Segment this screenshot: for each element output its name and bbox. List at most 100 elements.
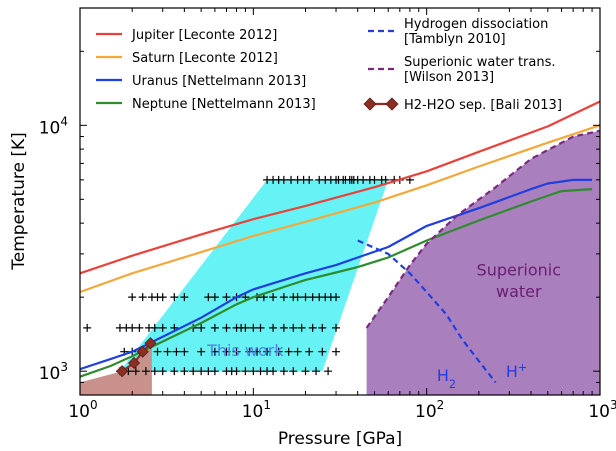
cross-marker bbox=[180, 347, 189, 356]
annotations: This work Superionic water H2 H+ bbox=[206, 260, 561, 390]
cross-marker bbox=[263, 347, 272, 356]
cross-marker bbox=[128, 293, 137, 302]
cross-marker bbox=[312, 367, 321, 376]
cross-marker bbox=[197, 347, 206, 356]
y-axis-label: Temperature [K] bbox=[9, 132, 29, 271]
x-tick-label: 102 bbox=[415, 398, 444, 422]
cross-marker bbox=[210, 293, 219, 302]
legend-h2-h2o-sep-bali-2013-marker bbox=[363, 97, 377, 111]
cross-marker bbox=[370, 175, 379, 184]
cross-marker bbox=[289, 323, 298, 332]
x-axis-label: Pressure [GPa] bbox=[278, 429, 402, 449]
cross-marker bbox=[269, 367, 278, 376]
cross-marker bbox=[241, 323, 250, 332]
cross-marker bbox=[197, 367, 206, 376]
cross-marker bbox=[256, 323, 265, 332]
series-saturn-leconte-2012-line bbox=[80, 124, 600, 294]
y-tick-label: 103 bbox=[39, 360, 68, 384]
cross-marker bbox=[318, 347, 327, 356]
series-jupiter-leconte-2012-line bbox=[80, 100, 600, 275]
cross-marker bbox=[180, 367, 189, 376]
cross-marker bbox=[249, 323, 258, 332]
cross-marker bbox=[253, 347, 262, 356]
cross-marker bbox=[150, 323, 159, 332]
cross-marker bbox=[301, 367, 310, 376]
plot-frame bbox=[79, 7, 601, 396]
series-h2-h2o-sep-bali-2013-line bbox=[121, 342, 152, 373]
legend-hydrogen-dissociation-tamblyn-2010-label: Hydrogen dissociation [Tamblyn 2010] bbox=[404, 17, 548, 47]
cross-marker bbox=[138, 293, 147, 302]
cross-marker bbox=[297, 323, 306, 332]
cross-marker bbox=[210, 347, 219, 356]
cross-marker bbox=[332, 347, 341, 356]
cross-marker bbox=[83, 323, 92, 332]
cross-marker bbox=[222, 293, 231, 302]
cross-marker bbox=[269, 323, 278, 332]
cross-marker bbox=[305, 347, 314, 356]
cross-marker bbox=[279, 293, 288, 302]
series-uranus-nettelmann-2013-line bbox=[80, 178, 593, 371]
cross-marker bbox=[245, 347, 254, 356]
cross-marker bbox=[241, 367, 250, 376]
cross-marker bbox=[293, 347, 302, 356]
region-2 bbox=[80, 343, 152, 395]
cross-marker bbox=[158, 293, 167, 302]
cross-marker bbox=[128, 323, 137, 332]
legend-saturn-leconte-2012-label: Saturn [Leconte 2012] bbox=[132, 51, 278, 66]
cross-marker bbox=[210, 367, 219, 376]
axis-ticks: 100 101 102 103 103 104 bbox=[39, 7, 616, 422]
cross-marker bbox=[189, 367, 198, 376]
series-h2-h2o-sep-bali-2013-point bbox=[127, 356, 141, 370]
cross-marker bbox=[289, 367, 298, 376]
cross-marker bbox=[381, 175, 390, 184]
cross-marker bbox=[170, 293, 179, 302]
series-h2-h2o-sep-bali-2013-point bbox=[116, 365, 129, 378]
legend: Jupiter [Leconte 2012] Saturn [Leconte 20… bbox=[96, 17, 562, 113]
cross-marker bbox=[150, 367, 159, 376]
cross-marker bbox=[170, 367, 179, 376]
cross-marker bbox=[284, 347, 293, 356]
cross-marker bbox=[158, 323, 167, 332]
cross-marker bbox=[279, 323, 288, 332]
cross-marker bbox=[359, 175, 368, 184]
cross-marker bbox=[332, 293, 341, 302]
series-lines bbox=[80, 100, 600, 384]
annotation: Superionic bbox=[477, 260, 562, 279]
series-hydrogen-dissociation-tamblyn-2010-line bbox=[357, 239, 497, 384]
cross-marker bbox=[135, 323, 144, 332]
x-tick-label: 100 bbox=[68, 398, 97, 422]
cross-marker bbox=[305, 175, 314, 184]
cross-marker bbox=[279, 367, 288, 376]
region-this-work bbox=[119, 179, 389, 372]
cross-marker bbox=[232, 367, 241, 376]
cross-marker bbox=[318, 323, 327, 332]
legend-jupiter-leconte-2012-label: Jupiter [Leconte 2012] bbox=[131, 28, 277, 43]
cross-marker bbox=[301, 293, 310, 302]
cross-marker bbox=[324, 367, 333, 376]
legend-h2-h2o-sep-bali-2013-marker bbox=[385, 97, 399, 111]
cross-marker bbox=[249, 367, 258, 376]
cross-marker bbox=[131, 367, 140, 376]
cross-marker bbox=[222, 323, 231, 332]
cross-marker bbox=[222, 347, 231, 356]
cross-marker bbox=[172, 347, 181, 356]
cross-marker bbox=[269, 293, 278, 302]
legend-neptune-nettelmann-2013-label: Neptune [Nettelmann 2013] bbox=[132, 97, 316, 112]
y-tick-label: 104 bbox=[39, 114, 68, 138]
cross-marker bbox=[153, 347, 162, 356]
cross-marker bbox=[308, 323, 317, 332]
cross-marker bbox=[210, 323, 219, 332]
series-superionic-water-trans-wilson-2013-line bbox=[365, 129, 600, 329]
x-tick-label: 103 bbox=[588, 398, 616, 422]
cross-marker bbox=[163, 347, 172, 356]
annotation: This work bbox=[206, 341, 284, 360]
cross-marker bbox=[293, 293, 302, 302]
cross-marker bbox=[279, 175, 288, 184]
legend-superionic-water-trans-wilson-2013-label: Superionic water trans. [Wilson 2013] bbox=[404, 55, 556, 85]
cross-marker bbox=[274, 347, 283, 356]
annotation: H+ bbox=[506, 361, 527, 382]
series-h2-h2o-sep-bali-2013-point bbox=[136, 345, 149, 358]
cross-marker bbox=[180, 293, 189, 302]
annotation: H2 bbox=[437, 366, 456, 391]
